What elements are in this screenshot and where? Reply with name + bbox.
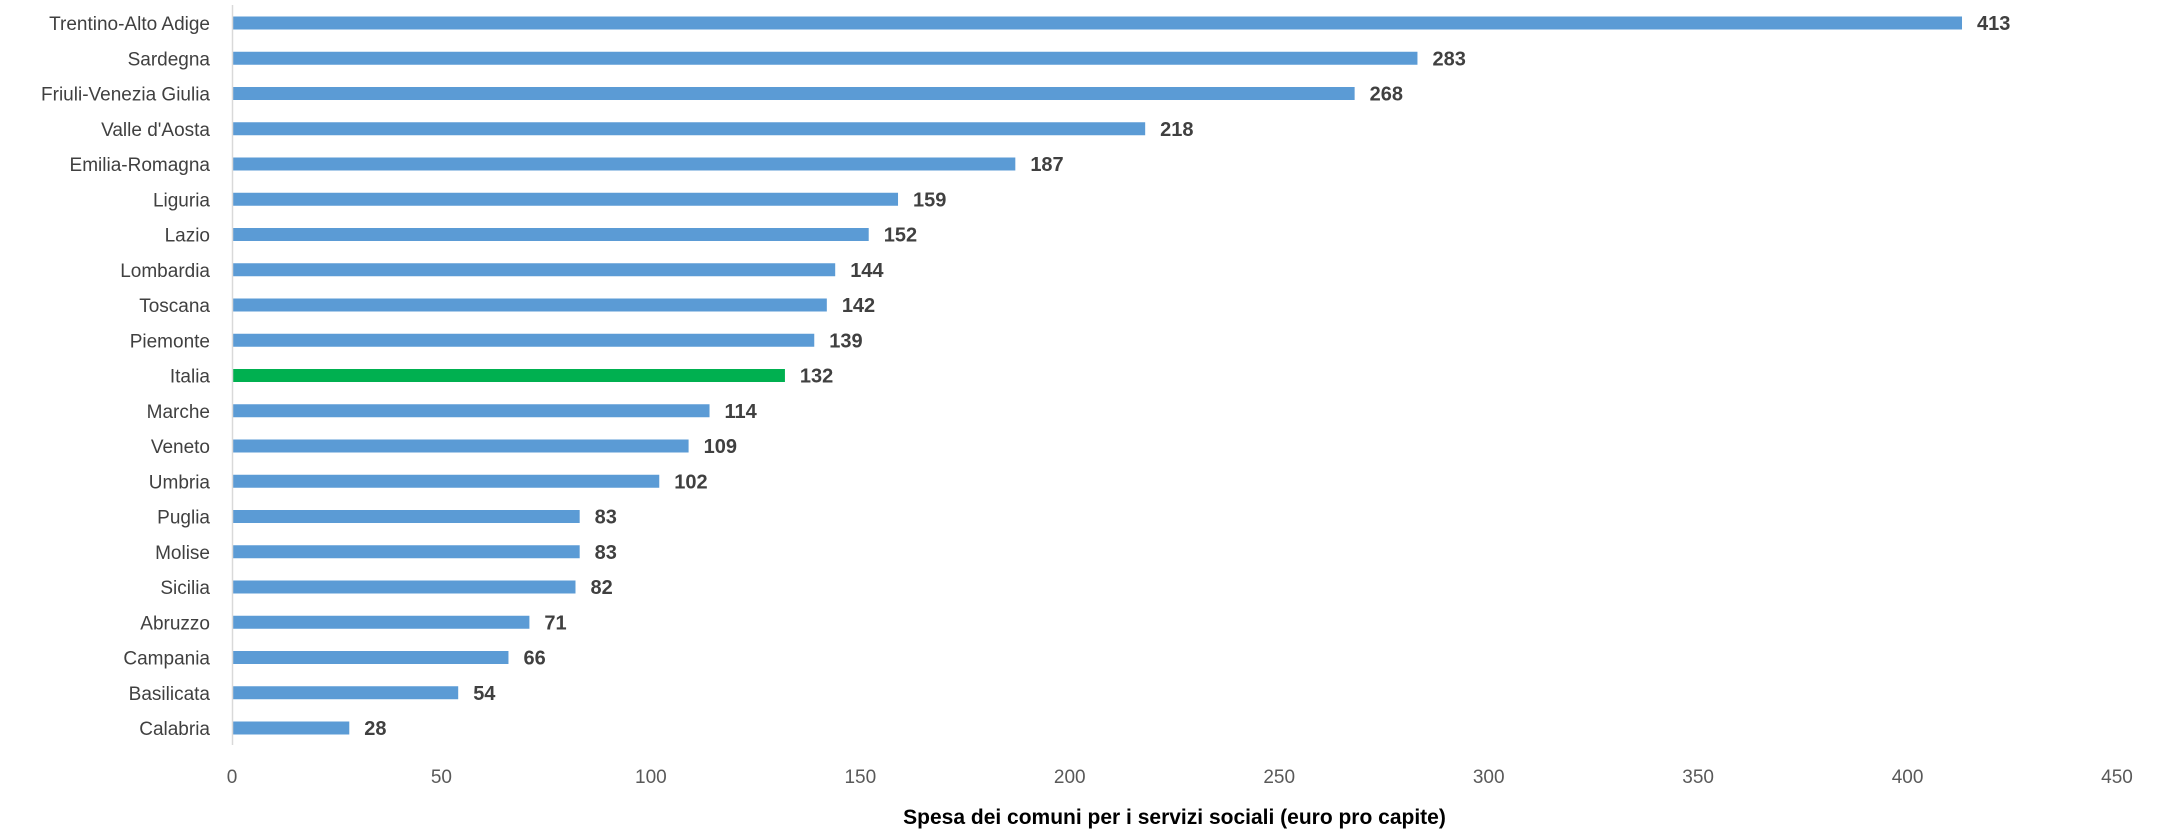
- bar-veneto: [232, 439, 689, 453]
- category-label-basilicata: Basilicata: [129, 684, 211, 705]
- bar-lazio: [232, 228, 869, 241]
- bar-italia: [232, 369, 785, 382]
- x-tick-label-0: 0: [227, 767, 238, 788]
- value-label-valle-d-aosta: 218: [1160, 119, 1193, 141]
- x-axis-ticks: 0 50 100 150 200 250 300 350 400 450: [227, 767, 2133, 788]
- bar-marche: [232, 404, 710, 418]
- value-label-marche: 114: [725, 401, 758, 423]
- category-labels: Trentino-Alto Adige Sardegna Friuli-Venezi…: [41, 14, 210, 740]
- x-tick-label-250: 250: [1263, 767, 1295, 788]
- bar-calabria: [232, 721, 350, 735]
- category-label-italia: Italia: [170, 367, 211, 388]
- category-label-liguria: Liguria: [153, 190, 210, 211]
- category-label-molise: Molise: [155, 543, 210, 564]
- category-label-emilia-romagna: Emilia-Romagna: [70, 155, 211, 176]
- value-label-liguria: 159: [913, 189, 946, 211]
- category-label-umbria: Umbria: [149, 472, 211, 493]
- x-tick-label-350: 350: [1682, 767, 1714, 788]
- value-label-lombardia: 144: [850, 260, 884, 282]
- value-label-umbria: 102: [674, 471, 707, 493]
- category-label-piemonte: Piemonte: [130, 331, 210, 352]
- x-tick-label-400: 400: [1892, 767, 1924, 788]
- value-label-friuli-venezia-giulia: 268: [1370, 84, 1403, 106]
- bars-group: [232, 16, 1963, 735]
- value-label-trentino-alto-adige: 413: [1977, 13, 2010, 35]
- category-label-lombardia: Lombardia: [120, 261, 210, 282]
- bar-sardegna: [232, 51, 1418, 65]
- category-label-abruzzo: Abruzzo: [140, 613, 210, 634]
- value-label-veneto: 109: [704, 436, 737, 458]
- bar-lombardia: [232, 263, 836, 277]
- category-label-friuli-venezia-giulia: Friuli-Venezia Giulia: [41, 85, 210, 106]
- bar-trentino-alto-adige: [232, 16, 1963, 30]
- value-label-calabria: 28: [364, 718, 386, 740]
- value-label-italia: 132: [800, 366, 833, 388]
- value-label-abruzzo: 71: [544, 612, 566, 634]
- category-label-marche: Marche: [147, 402, 210, 423]
- bar-liguria: [232, 192, 899, 206]
- x-tick-label-50: 50: [431, 767, 452, 788]
- x-tick-label-100: 100: [635, 767, 667, 788]
- category-label-valle-d-aosta: Valle d'Aosta: [101, 120, 210, 141]
- bar-toscana: [232, 298, 827, 312]
- category-label-campania: Campania: [123, 649, 210, 670]
- bar-abruzzo: [232, 615, 530, 629]
- value-label-campania: 66: [523, 648, 545, 670]
- x-tick-label-150: 150: [844, 767, 876, 788]
- value-label-basilicata: 54: [473, 683, 496, 705]
- bar-emilia-romagna: [232, 157, 1016, 171]
- value-label-puglia: 83: [595, 507, 617, 529]
- category-label-toscana: Toscana: [139, 296, 210, 317]
- x-tick-label-200: 200: [1054, 767, 1086, 788]
- bar-puglia: [232, 510, 580, 523]
- value-label-lazio: 152: [884, 225, 917, 247]
- x-axis-title: Spesa dei comuni per i servizi sociali (…: [903, 806, 1446, 829]
- category-label-calabria: Calabria: [139, 719, 210, 740]
- value-label-sardegna: 283: [1432, 48, 1465, 70]
- bar-piemonte: [232, 333, 815, 347]
- category-label-puglia: Puglia: [157, 508, 210, 529]
- bar-valle-d-aosta: [232, 122, 1146, 136]
- category-label-trentino-alto-adige: Trentino-Alto Adige: [49, 14, 210, 35]
- category-label-veneto: Veneto: [151, 437, 210, 458]
- category-label-lazio: Lazio: [165, 226, 210, 247]
- value-label-molise: 83: [595, 542, 617, 564]
- value-label-sicilia: 82: [590, 577, 612, 599]
- category-label-sicilia: Sicilia: [160, 578, 210, 599]
- bar-umbria: [232, 474, 660, 488]
- bar-sicilia: [232, 580, 576, 594]
- value-label-emilia-romagna: 187: [1030, 154, 1063, 176]
- x-tick-label-450: 450: [2101, 767, 2133, 788]
- value-label-toscana: 142: [842, 295, 875, 317]
- bar-campania: [232, 651, 509, 664]
- bar-basilicata: [232, 686, 459, 700]
- value-label-piemonte: 139: [829, 330, 862, 352]
- bar-molise: [232, 545, 580, 559]
- bar-friuli-venezia-giulia: [232, 87, 1355, 100]
- category-label-sardegna: Sardegna: [128, 49, 211, 70]
- x-tick-label-300: 300: [1473, 767, 1505, 788]
